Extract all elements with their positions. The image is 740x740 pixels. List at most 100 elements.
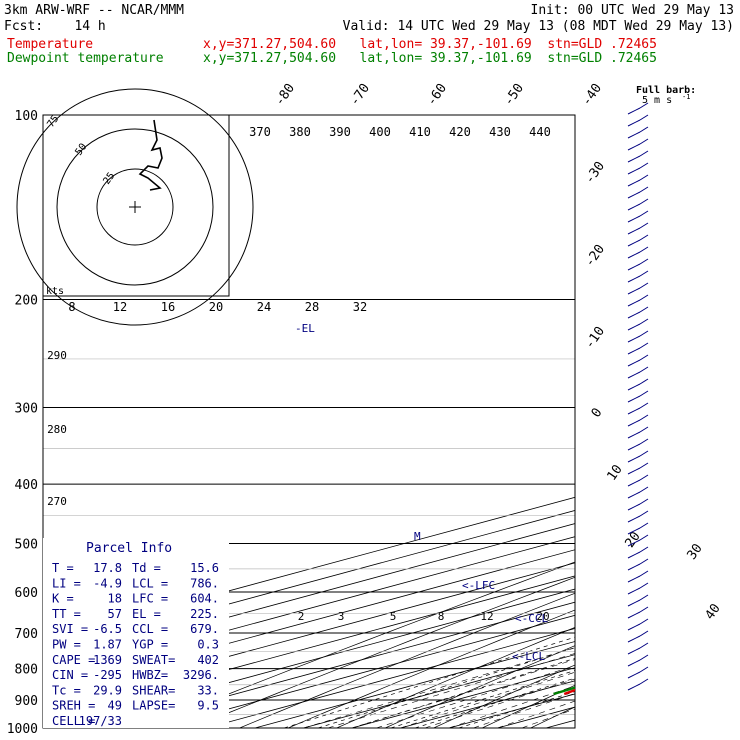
dry-adiabat-260 [288,609,575,728]
dry-adiabat-340 [676,115,740,728]
wind-barb-flag [639,618,649,625]
theta-label-400: 400 [369,125,391,139]
parcel-cell: -295 [93,668,122,682]
isotherm-10 [400,680,575,728]
legend-dewpoint: Dewpoint temperature [7,51,164,66]
wind-barb [627,419,641,427]
parcel-cell: T = [52,561,74,575]
parcel-cell: 33. [197,683,219,697]
wind-barb-flag [639,282,649,289]
mixratio-label-3: 3 [338,610,345,623]
theta-label-370: 370 [249,125,271,139]
wind-barb-flag [639,582,649,589]
wind-barb [627,191,641,199]
barb-unit: 5 m s [642,95,672,106]
pressure-label-800: 800 [15,663,38,678]
wind-barb [627,683,641,691]
wind-barb-flag [639,186,649,193]
wind-barb [627,467,641,475]
parcel-cell: CIN = [52,668,88,682]
wind-barb-flag [639,102,649,109]
wind-barb [627,299,641,307]
dry-adiabat-290 [433,664,575,728]
speed-label-28: 28 [305,300,319,314]
wind-barb [627,491,641,499]
wind-barb [627,263,641,271]
wind-barb-flag [639,138,649,145]
parcel-cell: LAPSE= [132,699,175,713]
theta-label-440: 440 [529,125,551,139]
moist-adiabat-5 [376,665,575,728]
mixratio-label-8: 8 [438,610,445,623]
wind-barb-flag [639,462,649,469]
wind-barb [627,455,641,463]
wind-barb [627,323,641,331]
wind-barb-flag [639,270,649,277]
wind-barb [627,215,641,223]
wind-barb-flag [639,666,649,673]
wind-barb [627,251,641,259]
wind-barb [627,119,641,127]
dry-adiabat-320 [579,115,740,728]
parcel-cell: SWEAT= [132,653,175,667]
wind-barb-flag [639,198,649,205]
wind-barb [627,659,641,667]
plot-frame [42,114,576,729]
wind-barb-flag [639,174,649,181]
wind-barb [627,551,641,559]
wind-barb [627,671,641,679]
barb-unit-exponent: -1 [682,93,690,101]
pressure-label-1000: 1000 [7,722,38,737]
adiabat-label-270: 270 [47,495,67,508]
valid-time: Valid: 14 UTC Wed 29 May 13 (08 MDT Wed … [342,19,734,34]
wind-barb-flag [639,510,649,517]
parcel-cell: HWBZ= [132,668,168,682]
isotherm-label-20: 20 [622,529,643,550]
isotherm--30 [206,627,575,728]
wind-barb-flag [639,438,649,445]
parcel-info-table: T = 17.8 Td = 15.6 LI = -4.9 LCL = 786. K = 18 LFC… [52,561,219,728]
adiabat-label-280: 280 [47,423,67,436]
isotherm-label--80: -80 [272,81,298,109]
mixratio-label-2: 2 [298,610,305,623]
forecast-hour: Fcst: 14 h [4,19,106,34]
wind-barb [627,611,641,619]
parcel-cell: 9.5 [197,699,219,713]
parcel-cell: 49 [108,699,122,713]
isotherm-label--30: -30 [582,159,608,187]
moist-adiabat--10 [303,647,575,728]
wind-barb-flag [639,234,649,241]
isotherm-label--40: -40 [579,81,605,109]
speed-label-12: 12 [113,300,127,314]
isotherm-60 [643,115,740,728]
theta-label-420: 420 [449,125,471,139]
hodo-units: kts [46,286,64,297]
isotherm--10 [303,654,575,728]
moist-adiabat-15 [424,678,575,728]
adiabat-label-290: 290 [47,349,67,362]
speed-label-20: 20 [209,300,223,314]
parcel-cell: Tc = [52,683,81,697]
dry-adiabat-280 [385,645,575,728]
dry-adiabat-330 [628,115,740,728]
parcel-cell: -4.9 [93,576,122,590]
dry-adiabat-230 [142,561,575,728]
parcel-cell: 402 [197,653,219,667]
pressure-label-600: 600 [15,586,38,601]
isotherm-label--20: -20 [582,242,608,270]
temperature-location: x,y=371.27,504.60 lat,lon= 39.37,-101.69… [203,37,657,52]
wind-barb-flag [639,318,649,325]
isotherm--60 [60,588,575,728]
wind-barb-flag [639,678,649,685]
parcel-cell: K = [52,592,74,606]
wind-barb-flag [639,162,649,169]
wind-barb [627,131,641,139]
parcel-cell: LCL = [132,576,168,590]
dewpoint-location: x,y=371.27,504.60 lat,lon= 39.37,-101.69… [203,51,657,66]
wind-barb-flag [639,570,649,577]
wind-barb-flag [639,534,649,541]
level-marker-3: <-LCL [512,650,545,663]
wind-barb-flag [639,114,649,121]
wind-barb [627,431,641,439]
wind-barb-flag [639,126,649,133]
